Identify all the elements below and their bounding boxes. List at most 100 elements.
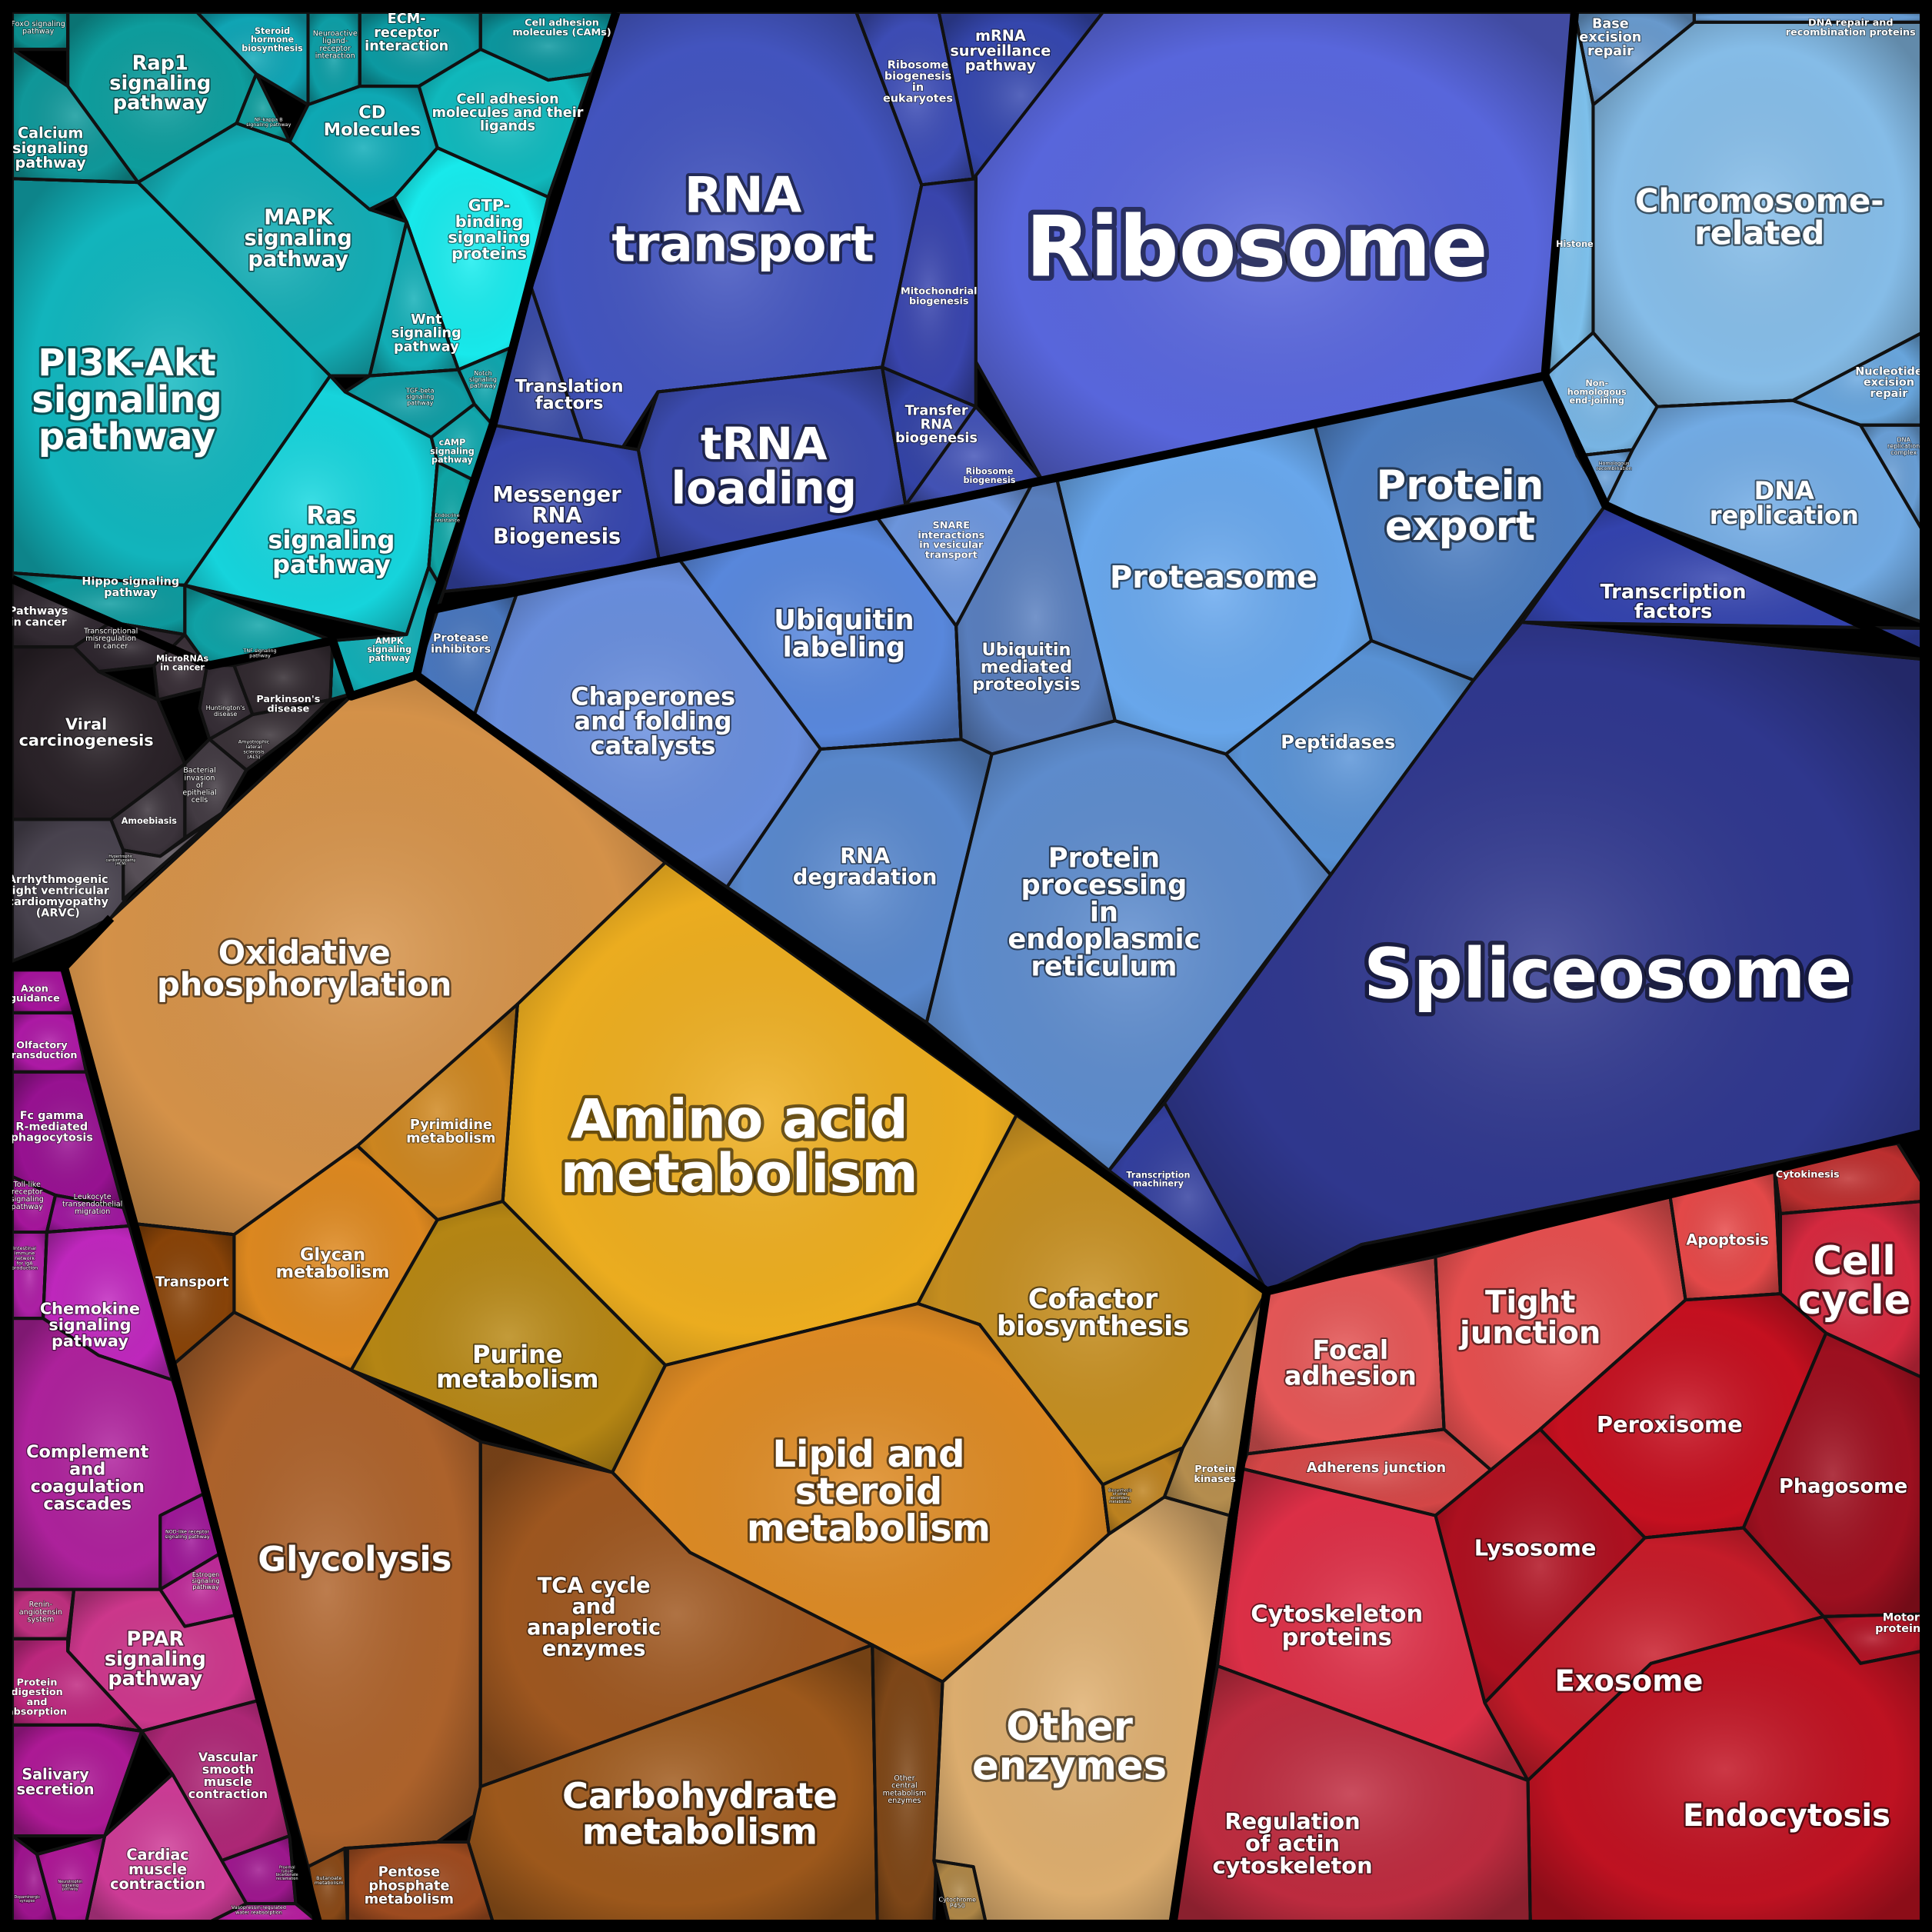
label-line: Ribosome	[888, 59, 949, 72]
label-line: ligand-	[322, 37, 348, 45]
label-line: Neuroactive	[313, 30, 358, 38]
label-line: Purine	[472, 1340, 563, 1369]
label-line: repair	[1587, 44, 1634, 59]
label-renin-angiotensin-system: Renin-angiotensin system	[19, 1601, 62, 1624]
label-line: Fc gamma	[20, 1110, 84, 1122]
label-ubiquitin-labeling: Ubiquitin labeling	[774, 605, 914, 663]
label-line: pathway	[113, 92, 208, 115]
cell-endocytosis	[1526, 1614, 1924, 1924]
label-line: disease	[267, 704, 309, 715]
label-oxidative-phosphorylation: Oxidative phosphorylation	[157, 934, 451, 1004]
cell-amyotrophic-lateral-sclerosis-als	[208, 698, 332, 772]
label-line: Cytokinesis	[1776, 1169, 1840, 1181]
label-line: Biogenesis	[493, 525, 621, 548]
label-line: in cancer	[160, 662, 205, 672]
group-boundary	[414, 671, 1270, 1295]
cell-salivary-secretion	[11, 1723, 144, 1838]
label-line: system	[27, 1615, 54, 1624]
label-hypertrophic-cardiomyopathy-hcm: Hypertrophic cardiomyopathy (HCM)	[106, 854, 136, 867]
label-neurotrophin-signaling-pathway: Neurotrophin signaling pathway	[58, 1880, 83, 1892]
label-line: receptor	[319, 45, 351, 53]
label-line: phosphorylation	[157, 966, 451, 1004]
cell-ppar-signaling-pathway	[66, 1587, 261, 1733]
label-line: Ribosome	[966, 467, 1014, 477]
label-line: transduction	[6, 1050, 77, 1061]
label-transcriptional-misregulation-in-cancer: Transcriptional misregulation in cancer	[83, 628, 138, 651]
label-line: FoxO signaling	[11, 20, 65, 28]
label-apoptosis: Apoptosis	[1686, 1231, 1768, 1248]
label-line: lateral	[246, 744, 262, 750]
label-line: Estrogen	[192, 1571, 219, 1578]
label-line: Other	[1006, 1704, 1133, 1750]
label-line: bicarbonate	[276, 1873, 298, 1877]
label-line: right ventricular	[7, 885, 110, 898]
label-line: surveillance	[950, 42, 1051, 59]
label-line: Cell	[1813, 1238, 1896, 1284]
label-line: Protein	[17, 1677, 58, 1688]
cell-mrna-surveillance-pathway	[937, 11, 1104, 181]
label-line: Pathways	[8, 605, 68, 618]
cell-pyrimidine-metabolism	[355, 1002, 519, 1222]
label-line: coagulation	[31, 1477, 145, 1497]
label-line: catalysts	[591, 731, 716, 760]
label-line: signaling	[469, 376, 497, 383]
label-cardiac-muscle-contraction: Cardiac muscle contraction	[110, 1846, 205, 1893]
label-steroid-hormone-biosynthesis: Steroid hormone biosynthesis	[242, 26, 303, 53]
label-line: TCA cycle	[538, 1574, 651, 1598]
label-amino-acid-metabolism: Amino acid metabolism	[561, 1088, 918, 1204]
label-line: replication	[1710, 501, 1859, 530]
cell-shading	[235, 72, 291, 144]
label-line: Ras	[306, 501, 356, 530]
label-histone: Histone	[1556, 239, 1594, 249]
label-line: Axon	[21, 983, 48, 994]
label-cell-adhesion-molecules-and-their-ligands: Cell adhesion molecules and their ligands	[432, 92, 584, 134]
label-line: biogenesis	[895, 431, 978, 446]
label-line: pathway	[62, 1887, 78, 1892]
label-line: Glycolysis	[258, 1538, 451, 1579]
label-adherens-junction: Adherens junction	[1307, 1461, 1446, 1476]
label-line: signaling	[32, 378, 222, 421]
label-line: pathway	[192, 1584, 219, 1591]
label-line: signaling pathway	[165, 1534, 209, 1540]
label-cytokinesis: Cytokinesis	[1776, 1169, 1840, 1181]
label-line: steroid	[795, 1470, 943, 1513]
label-line: PI3K-Akt	[38, 341, 216, 385]
label-line: Renin-	[29, 1601, 52, 1609]
label-line: junction	[1458, 1316, 1601, 1351]
label-line: pathway	[104, 587, 158, 599]
label-line: SNARE	[933, 520, 970, 531]
label-axon-guidance: Axon guidance	[9, 983, 60, 1004]
label-line: pathway	[38, 415, 216, 458]
label-line: interaction	[365, 38, 448, 54]
label-line: Other	[894, 1774, 914, 1783]
label-line: cycle	[1798, 1277, 1910, 1324]
label-line: secretion	[17, 1780, 95, 1798]
label-line: metabolism	[582, 1811, 818, 1853]
label-line: for IgA	[16, 1260, 33, 1266]
label-line: factors	[535, 394, 604, 414]
label-intestinal-immune-network-for-iga-production: Intestinal immune network for IgA production	[12, 1245, 38, 1271]
label-line: angiotensin	[19, 1608, 62, 1617]
label-viral-carcinogenesis: Viral carcinogenesis	[19, 715, 154, 749]
label-line: Cell adhesion	[456, 92, 558, 107]
cell-nf-kappa-b-signaling-pathway	[235, 72, 291, 144]
label-line: enzymes	[542, 1637, 645, 1661]
label-spliceosome: Spliceosome	[1364, 934, 1852, 1014]
cell-endocrine-resistance	[427, 460, 476, 593]
label-transcription-machinery: Transcription machinery	[1126, 1170, 1190, 1188]
label-line: signaling pathway	[246, 122, 291, 128]
label-line: interaction	[315, 52, 355, 60]
label-other-enzymes: Other enzymes	[972, 1704, 1167, 1789]
label-ppar-signaling-pathway: PPAR signaling pathway	[105, 1628, 206, 1690]
label-ecm-receptor-interaction: ECM-receptor interaction	[365, 12, 448, 54]
group-boundary	[430, 371, 1547, 615]
label-translation-factors: Translation factors	[515, 376, 624, 413]
label-line: immune	[15, 1251, 35, 1257]
cell-cell-adhesion-molecules-and-their-ligands	[417, 48, 593, 199]
label-line: water reabsorption	[235, 1910, 282, 1916]
label-line: PPAR	[126, 1628, 184, 1651]
label-line: signaling	[245, 227, 352, 251]
label-line: signaling	[11, 1195, 44, 1204]
label-line: Dopaminergic	[14, 1895, 40, 1900]
label-line: migration	[75, 1208, 110, 1216]
